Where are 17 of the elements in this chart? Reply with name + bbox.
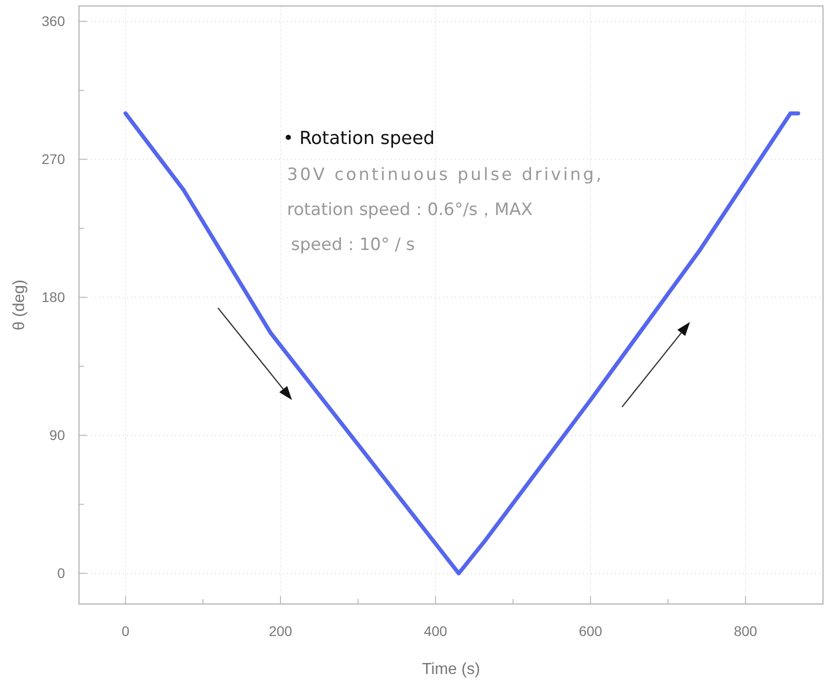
y-tick-label: 90 bbox=[49, 427, 66, 444]
x-tick-label: 200 bbox=[268, 623, 292, 639]
x-tick-label: 800 bbox=[734, 623, 758, 639]
x-tick-label: 600 bbox=[578, 623, 602, 639]
y-axis-title: θ (deg) bbox=[11, 280, 28, 330]
y-tick-label: 270 bbox=[42, 151, 66, 168]
x-tick-label: 400 bbox=[424, 623, 448, 639]
annotation: • Rotation speed bbox=[283, 128, 435, 149]
annotation: speed：10° / s bbox=[291, 235, 416, 255]
annotation: 30V continuous pulse driving, bbox=[287, 165, 604, 185]
y-tick-label: 360 bbox=[42, 13, 66, 30]
line-series bbox=[124, 111, 800, 576]
y-tick-label: 180 bbox=[42, 289, 66, 306]
x-axis-title: Time (s) bbox=[422, 661, 480, 678]
x-tick-label: 0 bbox=[122, 623, 130, 639]
annotation: rotation speed：0.6°/s，MAX bbox=[287, 200, 533, 220]
y-tick-label: 0 bbox=[57, 565, 66, 582]
